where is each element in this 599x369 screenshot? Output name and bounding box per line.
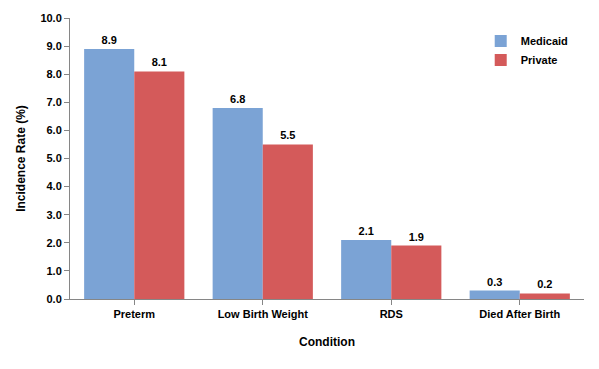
- svg-text:9.0: 9.0: [47, 40, 62, 52]
- svg-text:6.0: 6.0: [47, 124, 62, 136]
- svg-text:8.1: 8.1: [152, 56, 167, 68]
- svg-text:4.0: 4.0: [47, 180, 62, 192]
- svg-text:2.1: 2.1: [359, 225, 374, 237]
- svg-text:0.2: 0.2: [537, 278, 552, 290]
- svg-text:6.8: 6.8: [230, 93, 245, 105]
- svg-text:Medicaid: Medicaid: [521, 35, 568, 47]
- svg-text:Low Birth Weight: Low Birth Weight: [218, 308, 309, 320]
- svg-text:3.0: 3.0: [47, 209, 62, 221]
- svg-text:0.3: 0.3: [487, 276, 502, 288]
- svg-text:1.9: 1.9: [409, 231, 424, 243]
- svg-text:5.0: 5.0: [47, 152, 62, 164]
- svg-text:8.0: 8.0: [47, 68, 62, 80]
- svg-text:8.9: 8.9: [102, 34, 117, 46]
- svg-text:0.0: 0.0: [47, 293, 62, 305]
- svg-text:7.0: 7.0: [47, 96, 62, 108]
- svg-text:2.0: 2.0: [47, 237, 62, 249]
- svg-text:5.5: 5.5: [280, 129, 295, 141]
- svg-text:Condition: Condition: [299, 335, 355, 349]
- svg-text:Incidence Rate (%): Incidence Rate (%): [14, 105, 28, 212]
- svg-text:Preterm: Preterm: [113, 308, 155, 320]
- svg-text:RDS: RDS: [380, 308, 403, 320]
- svg-text:1.0: 1.0: [47, 265, 62, 277]
- svg-text:Died After Birth: Died After Birth: [479, 308, 560, 320]
- svg-text:10.0: 10.0: [40, 12, 61, 24]
- svg-text:Private: Private: [521, 54, 558, 66]
